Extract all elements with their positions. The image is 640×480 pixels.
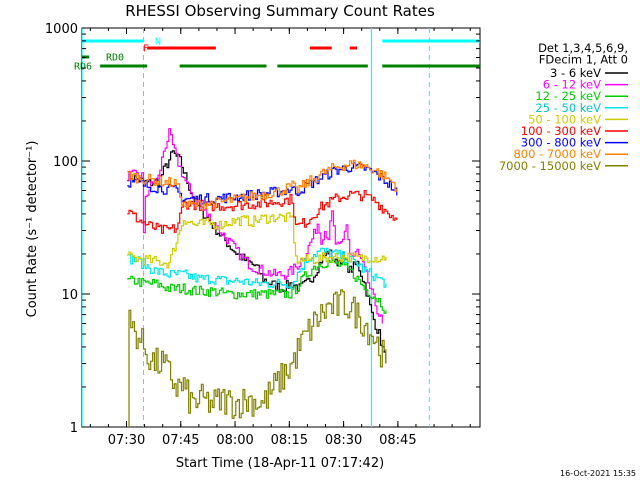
series-line-5 [127,190,398,234]
series-line-7 [127,159,398,211]
series-line-4 [127,212,387,269]
y-tick-label-1: 10 [61,288,78,303]
x-tick-label-4: 08:30 [325,433,362,448]
series-line-3 [127,247,387,289]
y-tick-label-2: 100 [53,155,78,170]
chart-title: RHESSI Observing Summary Count Rates [125,2,435,20]
flag-label-rd6: RD6 [74,62,92,73]
legend-label-2: 12 - 25 keV [535,89,601,103]
x-axis-label: Start Time (18-Apr-11 07:17:42) [176,456,384,471]
x-tick-label-1: 07:45 [162,433,199,448]
x-tick-label-3: 08:15 [271,433,308,448]
series-line-0 [127,150,387,364]
legend-label-7: 800 - 7000 keV [513,147,601,161]
series-line-8 [127,289,387,427]
series-line-2 [127,258,387,314]
y-tick-label-3: 1000 [45,22,78,37]
series-line-1 [127,128,383,324]
legend-label-6: 300 - 800 keV [521,136,601,150]
x-tick-label-5: 08:45 [379,433,416,448]
flag-label-f: F [143,44,149,55]
legend-header-0: Det 1,3,4,5,6,9, [538,41,628,55]
y-tick-label-0: 1 [70,421,78,436]
legend-label-0: 3 - 6 keV [550,66,601,80]
legend-label-5: 100 - 300 keV [521,124,601,138]
flag-label-rd0: RD0 [106,53,124,64]
legend-label-1: 6 - 12 keV [543,78,601,92]
x-tick-label-0: 07:30 [108,433,145,448]
timestamp: 16-Oct-2021 15:35 [560,469,636,478]
x-tick-label-2: 08:00 [216,433,253,448]
flag-label-n: N [155,37,161,48]
legend-header-1: FDecim 1, Att 0 [539,53,628,67]
legend-label-8: 7000 - 15000 keV [499,159,601,173]
legend-label-3: 25 - 50 keV [535,101,601,115]
y-axis-label: Count Rate (s⁻¹ detector⁻¹) [25,141,40,318]
legend-label-4: 50 - 100 keV [528,112,601,126]
